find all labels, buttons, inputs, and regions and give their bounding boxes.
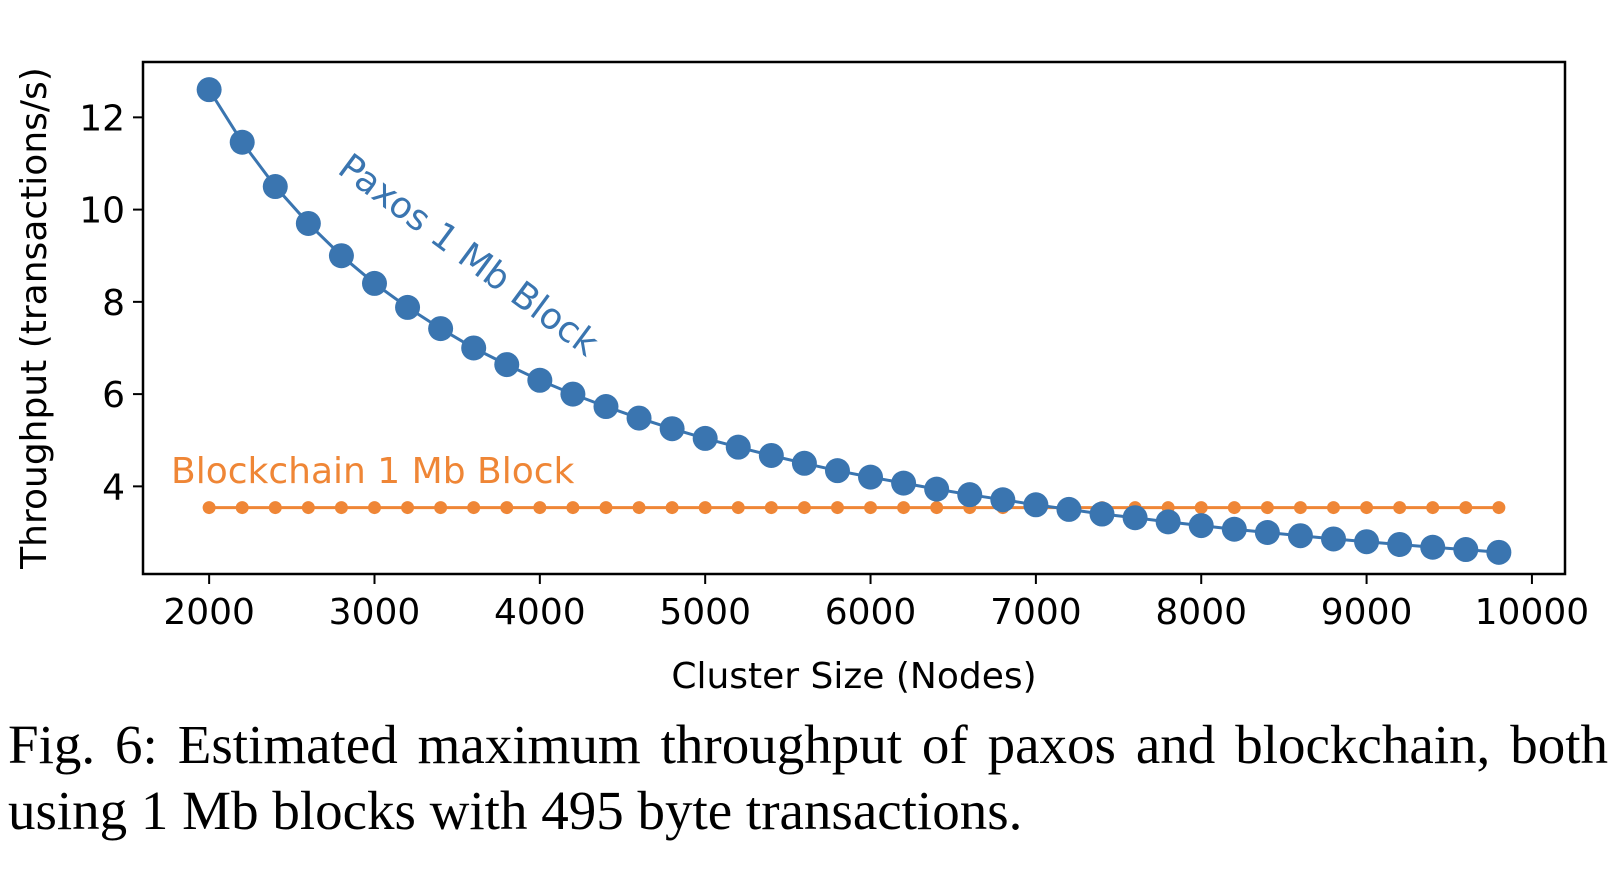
data-point-paxos (725, 434, 751, 460)
data-point-blockchain (467, 501, 481, 515)
data-point-blockchain (864, 501, 878, 515)
data-point-paxos (461, 335, 487, 361)
data-point-paxos (1420, 534, 1446, 560)
y-tick-label: 4 (102, 467, 125, 508)
data-point-paxos (395, 294, 421, 320)
x-tick-label: 10000 (1475, 592, 1590, 633)
data-point-paxos (229, 129, 255, 155)
data-point-paxos (593, 394, 619, 420)
data-point-paxos (428, 316, 454, 342)
series-line-paxos (207, 88, 1500, 554)
data-point-paxos (1221, 516, 1247, 542)
data-point-paxos (328, 243, 354, 269)
data-point-blockchain (1426, 501, 1440, 515)
x-tick-label: 4000 (494, 592, 586, 633)
data-point-paxos (196, 77, 222, 103)
y-tick-label: 12 (79, 98, 125, 139)
x-axis-label: Cluster Size (Nodes) (671, 656, 1036, 697)
x-tick-label: 6000 (825, 592, 917, 633)
data-point-blockchain (632, 501, 646, 515)
data-point-paxos (692, 425, 718, 451)
data-point-paxos (560, 381, 586, 407)
data-point-paxos (361, 270, 387, 296)
data-point-blockchain (1194, 501, 1208, 515)
x-tick-label: 5000 (659, 592, 751, 633)
plot-frame (141, 60, 1567, 576)
data-point-blockchain (1360, 501, 1374, 515)
data-point-paxos (1453, 537, 1479, 563)
data-point-blockchain (1260, 501, 1274, 515)
data-point-paxos (1023, 492, 1049, 518)
data-point-paxos (527, 367, 553, 393)
data-point-paxos (891, 470, 917, 496)
data-point-blockchain (1492, 501, 1506, 515)
data-point-paxos (1287, 523, 1313, 549)
y-axis-label: Throughput (transactions/s) (14, 67, 55, 570)
data-point-paxos (494, 352, 520, 378)
data-point-paxos (1254, 519, 1280, 545)
data-point-paxos (791, 450, 817, 476)
data-point-blockchain (434, 501, 448, 515)
data-point-blockchain (665, 501, 679, 515)
x-tick-label: 8000 (1155, 592, 1247, 633)
data-point-blockchain (797, 501, 811, 515)
data-point-paxos (990, 487, 1016, 513)
data-point-paxos (1122, 505, 1148, 531)
x-tick-label: 2000 (163, 592, 255, 633)
data-point-blockchain (1293, 501, 1307, 515)
data-point-blockchain (533, 501, 547, 515)
y-tick-label: 6 (102, 375, 125, 416)
data-point-blockchain (897, 501, 911, 515)
data-point-paxos (1056, 496, 1082, 522)
data-point-blockchain (764, 501, 778, 515)
data-point-paxos (1486, 539, 1512, 565)
data-point-blockchain (500, 501, 514, 515)
data-point-paxos (1321, 526, 1347, 552)
data-point-paxos (1354, 529, 1380, 555)
data-point-paxos (858, 464, 884, 490)
x-tick-label: 7000 (990, 592, 1082, 633)
data-point-blockchain (930, 501, 944, 515)
series-label-blockchain: Blockchain 1 Mb Block (171, 451, 575, 492)
data-point-blockchain (830, 501, 844, 515)
data-point-blockchain (1227, 501, 1241, 515)
x-tick-label: 3000 (329, 592, 421, 633)
data-point-paxos (1387, 531, 1413, 557)
data-point-blockchain (1459, 501, 1473, 515)
data-point-blockchain (202, 501, 216, 515)
data-point-blockchain (367, 501, 381, 515)
data-point-blockchain (334, 501, 348, 515)
data-point-blockchain (235, 501, 249, 515)
data-point-paxos (1155, 509, 1181, 535)
data-point-blockchain (731, 501, 745, 515)
data-point-blockchain (268, 501, 282, 515)
data-point-blockchain (599, 501, 613, 515)
data-point-paxos (824, 458, 850, 484)
data-point-paxos (262, 174, 288, 200)
data-point-paxos (1089, 501, 1115, 527)
data-point-paxos (924, 476, 950, 502)
data-point-blockchain (566, 501, 580, 515)
data-point-paxos (1188, 513, 1214, 539)
data-point-paxos (295, 210, 321, 236)
data-point-paxos (626, 405, 652, 431)
data-point-paxos (758, 442, 784, 468)
figure-caption: Fig. 6: Estimated maximum throughput of … (8, 714, 1608, 841)
throughput-chart: 2000 3000 4000 5000 6000 7000 8000 9000 10000 4 6… (14, 60, 1590, 697)
data-point-paxos (957, 482, 983, 508)
data-point-paxos (659, 416, 685, 442)
series-label-paxos: Paxos 1 Mb Block (331, 146, 606, 364)
data-point-blockchain (401, 501, 415, 515)
data-point-blockchain (1327, 501, 1341, 515)
data-point-blockchain (1393, 501, 1407, 515)
data-point-blockchain (301, 501, 315, 515)
data-point-blockchain (698, 501, 712, 515)
y-tick-label: 10 (79, 191, 125, 232)
y-tick-label: 8 (102, 283, 125, 324)
x-tick-label: 9000 (1321, 592, 1413, 633)
